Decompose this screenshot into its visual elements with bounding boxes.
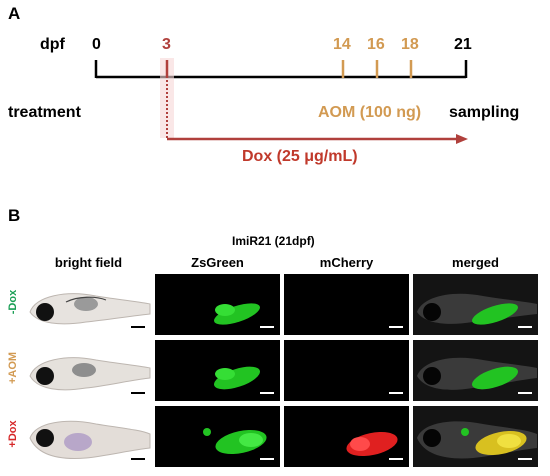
image-merged-plus-dox	[413, 406, 538, 467]
col-mcherry: mCherry	[319, 255, 374, 270]
scale-bar	[131, 458, 145, 460]
tick-0: 0	[92, 36, 101, 53]
scale-bar	[131, 392, 145, 394]
larva-illustration	[29, 357, 151, 391]
larva-illustration	[29, 420, 151, 459]
scale-bar	[260, 326, 274, 328]
col-merged: merged	[452, 255, 499, 270]
image-merged-minus-dox	[413, 274, 538, 335]
tick-14: 14	[333, 36, 351, 53]
tick-18: 18	[401, 36, 419, 53]
panel-b-label: B	[8, 206, 21, 225]
scale-bar	[518, 458, 532, 460]
image-zsgreen-plus-dox	[155, 406, 280, 467]
green-signal	[203, 428, 267, 455]
scale-bar	[131, 326, 145, 328]
scale-bar	[389, 458, 403, 460]
sampling-label: sampling	[449, 104, 520, 121]
image-zsgreen-minus-dox	[155, 274, 280, 335]
merged-signal	[417, 421, 537, 459]
larva-illustration	[29, 293, 151, 325]
col-bright-field: bright field	[54, 255, 123, 270]
row-label-plus-dox: +Dox	[7, 420, 19, 448]
scale-bar	[389, 326, 403, 328]
image-brightfield-minus-dox	[26, 274, 151, 335]
merged-signal	[417, 293, 537, 325]
col-zsgreen: ZsGreen	[191, 255, 244, 270]
red-signal	[346, 431, 398, 457]
panel-b-title: ImiR21 (21dpf)	[232, 234, 315, 248]
tick-3: 3	[162, 36, 171, 53]
image-mcherry-plus-aom	[284, 340, 409, 401]
image-brightfield-plus-aom	[26, 340, 151, 401]
row-label-plus-aom: +AOM	[7, 351, 19, 385]
tick-21: 21	[454, 36, 472, 53]
timeline-graphic	[94, 58, 468, 144]
image-mcherry-plus-dox	[284, 406, 409, 467]
scale-bar	[518, 392, 532, 394]
green-signal	[214, 366, 260, 390]
row-label-minus-dox: -Dox	[7, 289, 19, 315]
treatment-label: treatment	[8, 104, 81, 121]
panel-a-label: A	[8, 4, 21, 23]
green-signal	[214, 303, 260, 325]
merged-signal	[417, 357, 537, 390]
scale-bar	[518, 326, 532, 328]
tick-16: 16	[367, 36, 385, 53]
dox-arrow-head	[456, 134, 468, 144]
image-zsgreen-plus-aom	[155, 340, 280, 401]
scale-bar	[260, 392, 274, 394]
image-merged-plus-aom	[413, 340, 538, 401]
dpf-axis-label: dpf	[40, 36, 65, 53]
scale-bar	[260, 458, 274, 460]
dox-label: Dox (25 μg/mL)	[242, 148, 358, 165]
image-mcherry-minus-dox	[284, 274, 409, 335]
aom-label: AOM (100 ng)	[318, 104, 422, 121]
image-brightfield-plus-dox	[26, 406, 151, 467]
scale-bar	[389, 392, 403, 394]
